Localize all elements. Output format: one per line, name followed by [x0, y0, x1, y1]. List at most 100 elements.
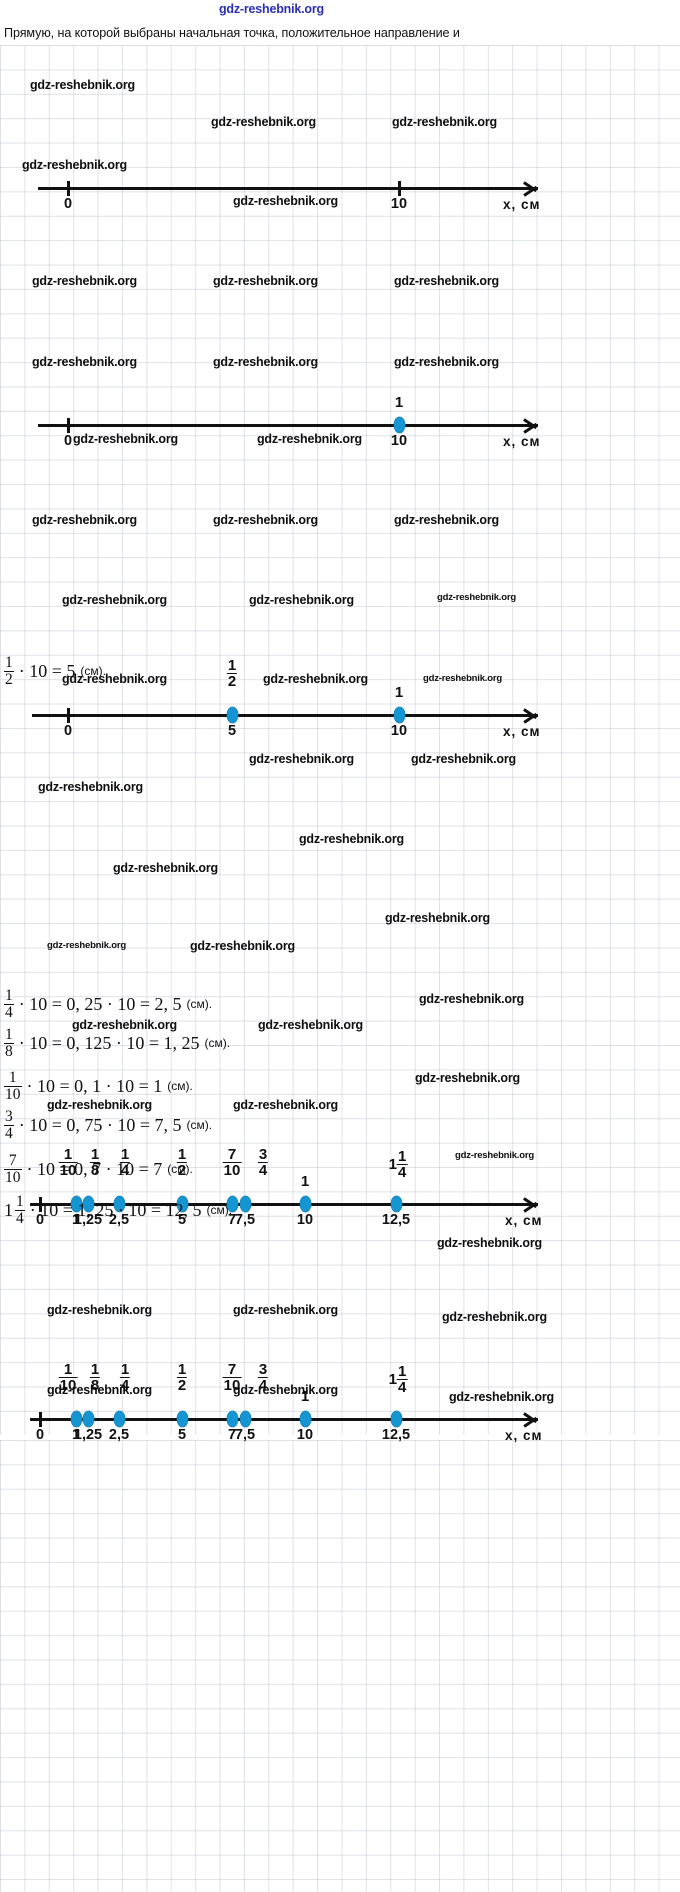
watermark: gdz-reshebnik.org — [449, 1390, 554, 1404]
axis-tick — [39, 1412, 42, 1427]
point-value-label: 7 — [227, 1427, 237, 1443]
axis-tick — [39, 1197, 42, 1212]
formula-expression: · 10 = 0, 1 · 10 = 1 — [26, 1075, 163, 1096]
axis-tick — [398, 181, 401, 196]
watermark: gdz-reshebnik.org — [47, 1303, 152, 1317]
fraction-numerator: 1 — [8, 1069, 17, 1086]
formula-expression: · 10 = 0, 7 · 10 = 7 — [26, 1158, 163, 1179]
fraction-denominator: 10 — [222, 1162, 242, 1180]
point-value-label: 10 — [296, 1212, 314, 1228]
mixed-whole-part: 1 — [4, 1199, 13, 1220]
watermark: gdz-reshebnik.org — [233, 1383, 338, 1397]
watermark: gdz-reshebnik.org — [392, 115, 497, 129]
fraction-numerator: 1 — [227, 657, 237, 674]
fraction-denominator: 8 — [4, 1042, 14, 1060]
watermark: gdz-reshebnik.org — [32, 274, 137, 288]
axis-tick-label: 0 — [35, 1427, 45, 1443]
number-line-point — [391, 1411, 402, 1427]
number-line-point — [240, 1411, 251, 1427]
point-fraction-label: 1 — [300, 1388, 310, 1405]
number-line-point — [227, 1196, 238, 1212]
fraction-denominator: 2 — [226, 673, 238, 691]
fraction-denominator: 4 — [4, 1124, 14, 1142]
fraction-denominator: 10 — [4, 1168, 22, 1186]
watermark: gdz-reshebnik.org — [257, 432, 362, 446]
number-line-point — [71, 1196, 82, 1212]
formula-unit: (см). — [206, 1203, 233, 1218]
watermark: gdz-reshebnik.org — [233, 1098, 338, 1112]
fraction-denominator: 4 — [119, 1162, 131, 1180]
fraction: 7 10 — [4, 1153, 22, 1186]
fraction-numerator: 1 — [177, 1361, 187, 1378]
fraction-denominator: 4 — [257, 1162, 269, 1180]
number-line-point — [177, 1196, 188, 1212]
fraction-denominator: 2 — [4, 670, 14, 688]
point-fraction-label: 7 10 — [222, 1362, 242, 1394]
watermark: gdz-reshebnik.org — [38, 780, 143, 794]
watermark: gdz-reshebnik.org — [190, 939, 295, 953]
watermark: gdz-reshebnik.org — [249, 752, 354, 766]
watermark: gdz-reshebnik.org — [213, 274, 318, 288]
number-line-point — [114, 1411, 125, 1427]
point-value-label: 7,5 — [234, 1212, 256, 1228]
watermark: gdz-reshebnik.org — [442, 1310, 547, 1324]
fraction-denominator: 8 — [89, 1162, 101, 1180]
formula-expression: · 10 = 0, 75 · 10 = 7, 5 — [18, 1114, 182, 1135]
point-value-label: 5 — [177, 1427, 187, 1443]
number-line-axis — [30, 1203, 538, 1206]
number-line-axis — [32, 714, 538, 717]
axis-unit-label: x, см — [503, 434, 541, 449]
formula-unit: (см). — [186, 997, 213, 1012]
fraction-denominator: 2 — [176, 1377, 188, 1395]
point-value-label: 2,5 — [108, 1212, 130, 1228]
axis-tick-label: 10 — [390, 196, 408, 212]
fraction-numerator: 1 — [398, 1363, 407, 1380]
formula-unit: (см). — [167, 1162, 193, 1177]
fraction-denominator: 4 — [4, 1003, 14, 1021]
number-line-point — [394, 707, 405, 723]
point-fraction-label: 1 — [300, 1173, 310, 1190]
point-fraction-label: 7 10 — [222, 1147, 242, 1180]
fraction-numerator: 1 — [177, 1146, 187, 1163]
number-line-point — [300, 1411, 311, 1427]
number-line-point — [227, 707, 238, 723]
axis-tick — [67, 708, 70, 723]
fraction: 1 10 — [4, 1070, 22, 1103]
watermark: gdz-reshebnik.org — [73, 432, 178, 446]
formula-expression: · 10 = 5 — [18, 660, 76, 681]
point-value-label: 2,5 — [108, 1427, 130, 1443]
fraction-denominator: 10 — [4, 1085, 22, 1103]
formula-line: 1 1 4 · 10 = 1, 25 · 10 = 12, 5 (см). — [4, 1194, 232, 1227]
watermark: gdz-reshebnik.org — [62, 593, 167, 607]
fraction-numerator: 1 — [398, 1148, 407, 1165]
fraction: 7 10 — [222, 1362, 242, 1394]
axis-tick-label: 0 — [63, 433, 73, 449]
axis-tick-label: 0 — [35, 1212, 45, 1228]
axis-tick-label: 0 — [63, 723, 73, 739]
watermark: gdz-reshebnik.org — [72, 1018, 177, 1032]
watermark: gdz-reshebnik.org — [113, 861, 218, 875]
point-value-label: 1,25 — [73, 1427, 103, 1443]
watermark: gdz-reshebnik.org — [30, 78, 135, 92]
watermark: gdz-reshebnik.org — [233, 1303, 338, 1317]
watermark: gdz-reshebnik.org — [47, 1098, 152, 1112]
watermark: gdz-reshebnik.org — [394, 513, 499, 527]
point-fraction-label: 1 10 — [58, 1362, 78, 1394]
fraction-numerator: 1 — [5, 1026, 13, 1043]
